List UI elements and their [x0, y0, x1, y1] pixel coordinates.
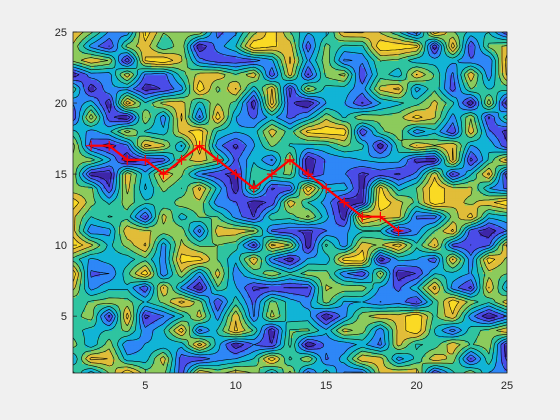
plot-area: [73, 32, 508, 374]
